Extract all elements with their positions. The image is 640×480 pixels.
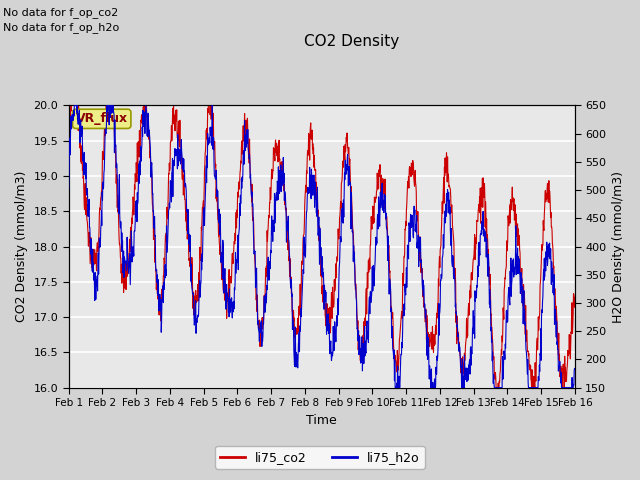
Text: CO2 Density: CO2 Density (305, 34, 399, 48)
Text: No data for f_op_co2: No data for f_op_co2 (3, 7, 118, 18)
X-axis label: Time: Time (307, 414, 337, 427)
Text: VR_flux: VR_flux (76, 112, 128, 125)
Y-axis label: H2O Density (mmol/m3): H2O Density (mmol/m3) (612, 170, 625, 323)
Legend: li75_co2, li75_h2o: li75_co2, li75_h2o (215, 446, 425, 469)
Text: No data for f_op_h2o: No data for f_op_h2o (3, 22, 120, 33)
Y-axis label: CO2 Density (mmol/m3): CO2 Density (mmol/m3) (15, 171, 28, 322)
